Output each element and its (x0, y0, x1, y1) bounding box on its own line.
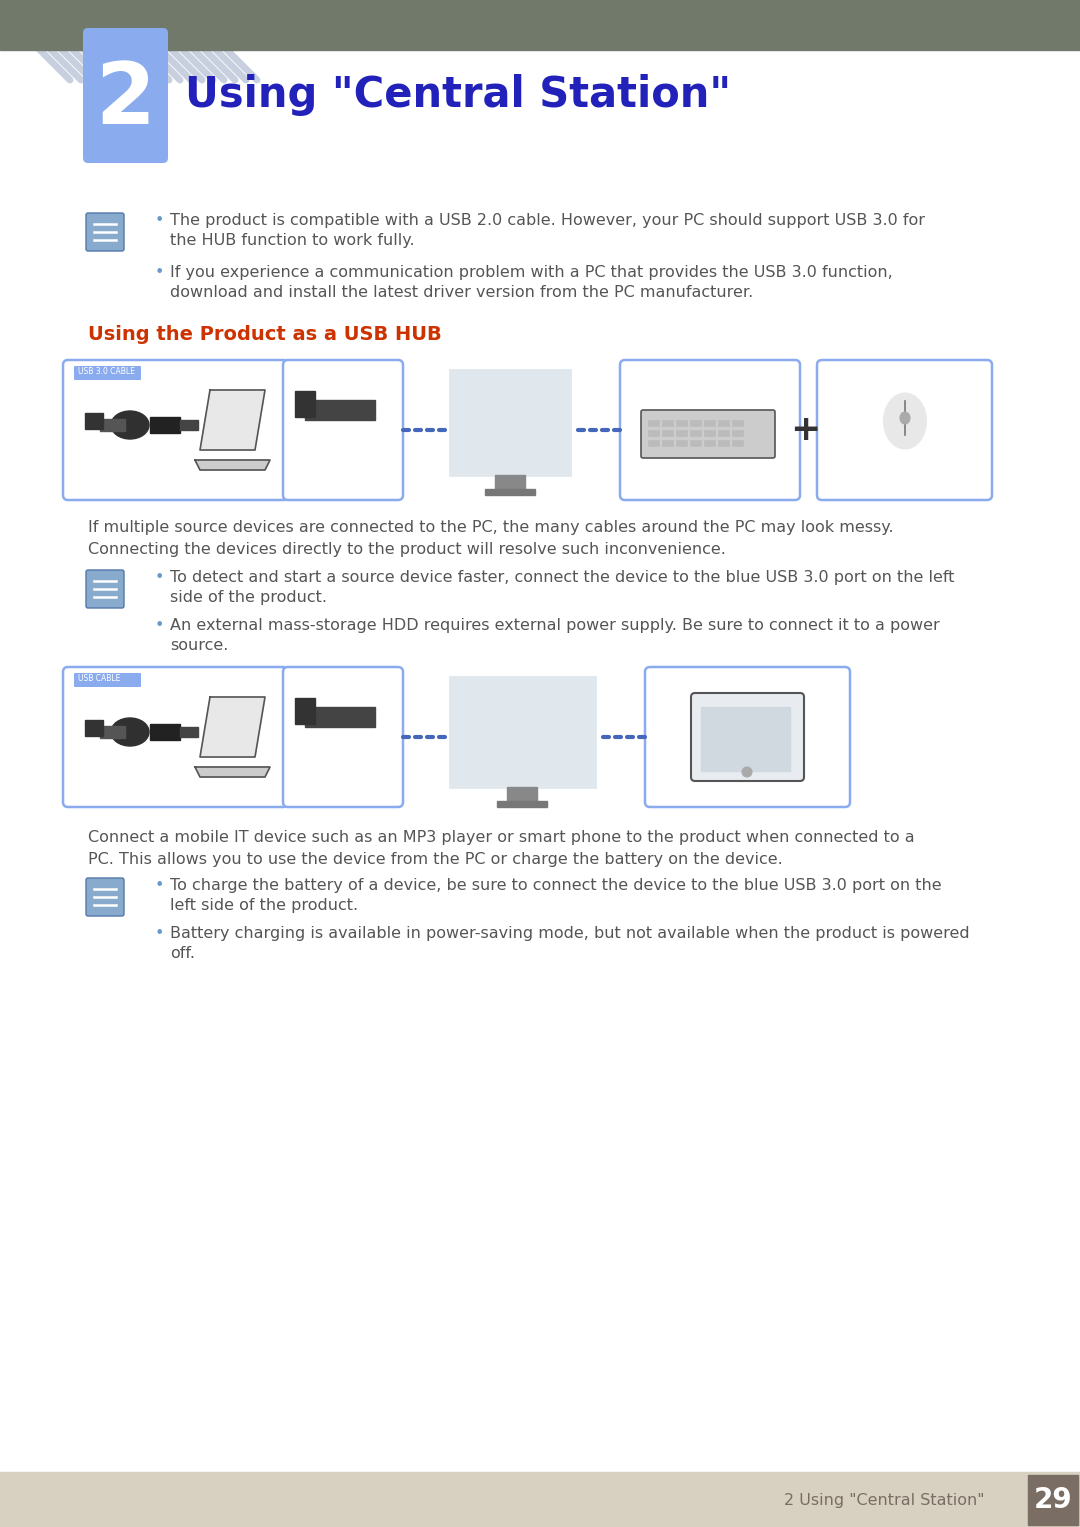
Bar (662, 420, 673, 426)
FancyBboxPatch shape (75, 673, 141, 687)
Bar (1028, 1475, 1078, 1525)
Text: USB CABLE: USB CABLE (78, 673, 120, 683)
Polygon shape (195, 767, 270, 777)
Bar (648, 420, 659, 426)
Bar (180, 727, 198, 738)
Bar (690, 420, 701, 426)
Bar (485, 489, 535, 495)
Text: 2: 2 (95, 58, 154, 142)
FancyBboxPatch shape (645, 667, 850, 806)
Text: Connect a mobile IT device such as an MP3 player or smart phone to the product w: Connect a mobile IT device such as an MP… (87, 831, 915, 844)
Ellipse shape (111, 411, 149, 438)
Bar (704, 431, 715, 437)
Polygon shape (200, 696, 265, 757)
Ellipse shape (900, 412, 910, 425)
Text: +: + (789, 412, 820, 447)
Bar (100, 725, 125, 738)
Text: To detect and start a source device faster, connect the device to the blue USB 3: To detect and start a source device fast… (170, 570, 955, 585)
FancyBboxPatch shape (642, 411, 775, 458)
Ellipse shape (111, 718, 149, 747)
Text: The product is compatible with a USB 2.0 cable. However, your PC should support : The product is compatible with a USB 2.0… (170, 212, 924, 228)
Bar (676, 431, 687, 437)
Text: download and install the latest driver version from the PC manufacturer.: download and install the latest driver v… (170, 286, 753, 299)
Bar (690, 440, 701, 446)
Text: If multiple source devices are connected to the PC, the many cables around the P: If multiple source devices are connected… (87, 521, 893, 534)
FancyBboxPatch shape (816, 360, 993, 499)
Bar (85, 721, 103, 736)
Text: Using "Central Station": Using "Central Station" (185, 73, 731, 116)
Text: 29: 29 (1034, 1486, 1072, 1513)
Bar (85, 412, 103, 429)
Text: side of the product.: side of the product. (170, 589, 327, 605)
FancyBboxPatch shape (63, 667, 288, 806)
Text: •: • (156, 570, 164, 585)
Bar (0, 1472, 1080, 1527)
Text: PC. This allows you to use the device from the PC or charge the battery on the d: PC. This allows you to use the device fr… (87, 852, 783, 867)
Bar (732, 440, 743, 446)
Bar (718, 431, 729, 437)
Ellipse shape (885, 394, 926, 449)
Text: off.: off. (170, 947, 195, 960)
FancyBboxPatch shape (620, 360, 800, 499)
Bar (305, 400, 375, 420)
Bar (648, 440, 659, 446)
FancyBboxPatch shape (283, 360, 403, 499)
FancyBboxPatch shape (283, 667, 403, 806)
Bar (648, 431, 659, 437)
Bar (690, 431, 701, 437)
Bar (295, 698, 315, 724)
Polygon shape (195, 460, 270, 470)
FancyBboxPatch shape (75, 366, 141, 380)
Text: •: • (156, 618, 164, 634)
Bar (100, 418, 125, 431)
Text: •: • (156, 266, 164, 279)
Bar (704, 440, 715, 446)
Bar (450, 370, 570, 475)
Bar (732, 420, 743, 426)
Text: An external mass-storage HDD requires external power supply. Be sure to connect : An external mass-storage HDD requires ex… (170, 618, 940, 634)
Text: •: • (156, 925, 164, 941)
Text: source.: source. (170, 638, 228, 654)
Text: •: • (156, 212, 164, 228)
Bar (718, 420, 729, 426)
Text: USB 3.0 CABLE: USB 3.0 CABLE (78, 366, 135, 376)
Bar (450, 676, 595, 786)
Text: Using the Product as a USB HUB: Using the Product as a USB HUB (87, 325, 442, 344)
Bar (507, 786, 537, 805)
Bar (718, 440, 729, 446)
Ellipse shape (742, 767, 752, 777)
Text: If you experience a communication problem with a PC that provides the USB 3.0 fu: If you experience a communication proble… (170, 266, 893, 279)
Bar (704, 420, 715, 426)
FancyBboxPatch shape (691, 693, 804, 780)
Bar (150, 417, 180, 434)
Bar (150, 724, 180, 741)
Bar (676, 440, 687, 446)
Bar (662, 440, 673, 446)
Bar (701, 707, 789, 771)
Bar (495, 475, 525, 493)
Bar (662, 431, 673, 437)
FancyBboxPatch shape (63, 360, 288, 499)
Bar (497, 802, 546, 806)
Polygon shape (200, 389, 265, 450)
Bar (180, 420, 198, 431)
Text: •: • (156, 878, 164, 893)
Text: the HUB function to work fully.: the HUB function to work fully. (170, 234, 415, 247)
FancyBboxPatch shape (86, 212, 124, 250)
FancyBboxPatch shape (83, 27, 168, 163)
Bar (295, 391, 315, 417)
Text: Battery charging is available in power-saving mode, but not available when the p: Battery charging is available in power-s… (170, 925, 970, 941)
Text: To charge the battery of a device, be sure to connect the device to the blue USB: To charge the battery of a device, be su… (170, 878, 942, 893)
Text: Connecting the devices directly to the product will resolve such inconvenience.: Connecting the devices directly to the p… (87, 542, 726, 557)
Bar (305, 707, 375, 727)
FancyBboxPatch shape (86, 878, 124, 916)
Bar (0, 0, 1080, 50)
Bar (732, 431, 743, 437)
FancyBboxPatch shape (86, 570, 124, 608)
Bar (676, 420, 687, 426)
Text: left side of the product.: left side of the product. (170, 898, 359, 913)
Text: 2 Using "Central Station": 2 Using "Central Station" (784, 1492, 985, 1507)
